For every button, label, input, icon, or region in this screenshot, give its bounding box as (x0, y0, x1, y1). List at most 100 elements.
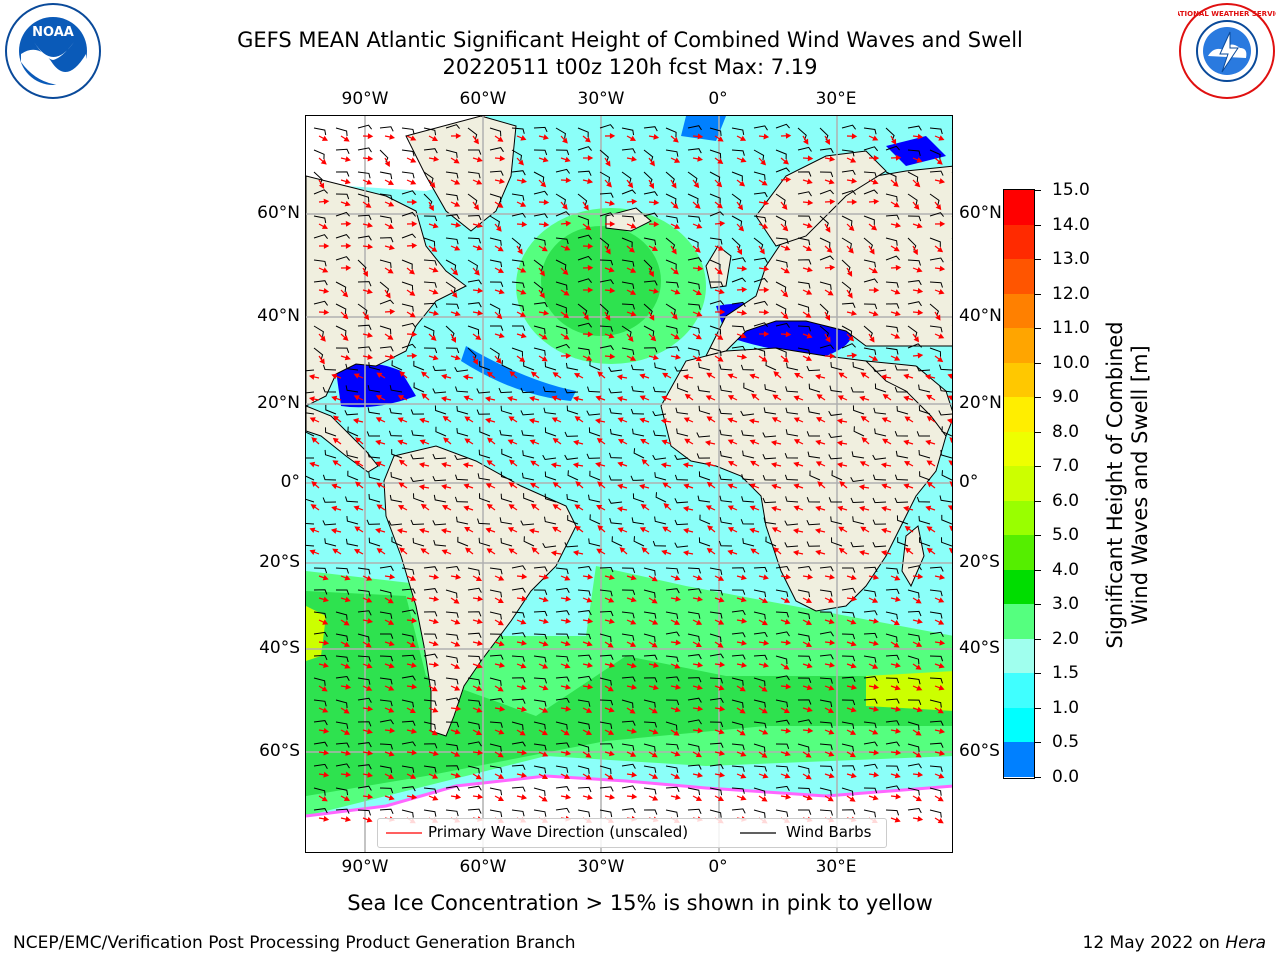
wind-barb (797, 259, 812, 265)
wave-arrow-head (859, 461, 866, 467)
wave-arrow-head (719, 705, 726, 712)
wave-arrow-head (322, 707, 329, 713)
wave-arrow-head (530, 460, 537, 466)
wind-barb (445, 611, 459, 618)
wind-barb (863, 763, 878, 769)
wave-arrow-head (539, 270, 545, 277)
wind-barb (621, 655, 636, 661)
wave-arrow-head (431, 729, 438, 736)
wave-arrow-head (727, 483, 734, 489)
wave-arrow-head (903, 461, 911, 467)
wind-barb (753, 654, 768, 661)
wave-arrow-head (828, 751, 835, 757)
wind-barb (665, 631, 680, 637)
wind-barb (762, 497, 777, 504)
wind-barb (643, 347, 658, 353)
wind-barb (533, 787, 546, 796)
wave-arrow-head (917, 287, 924, 294)
wind-barb (511, 809, 525, 817)
wave-arrow-head (507, 527, 515, 533)
wind-barb (951, 722, 952, 723)
wave-arrow-head (696, 684, 703, 691)
wind-barb (501, 448, 513, 459)
wave-arrow-head (740, 157, 747, 163)
wave-arrow-head (321, 796, 328, 802)
wind-barb (775, 699, 788, 708)
wind-barb (412, 537, 425, 547)
wave-arrow-head (916, 222, 923, 229)
wind-barb (719, 385, 733, 393)
wind-barb (741, 430, 755, 437)
wave-arrow-head (740, 795, 747, 801)
wind-barb (719, 474, 733, 481)
wave-arrow-head (672, 136, 679, 143)
wind-barb (345, 496, 359, 503)
wave-arrow-head (903, 395, 910, 402)
wind-barb (313, 127, 327, 136)
wind-barb (709, 300, 724, 306)
wind-barb (511, 281, 525, 289)
wind-barb (819, 787, 832, 796)
wave-arrow-head (717, 334, 724, 341)
wave-arrow-head (441, 549, 448, 555)
colorbar-tick-mark (1035, 466, 1041, 468)
wind-barb (929, 655, 944, 662)
wind-barb (489, 677, 502, 686)
wind-barb (885, 720, 900, 726)
wave-arrow-head (562, 137, 568, 144)
wind-barb (665, 588, 680, 594)
wind-barb (665, 346, 680, 352)
wave-arrow-head (649, 314, 655, 321)
wind-barb (577, 278, 592, 284)
wind-barb (665, 699, 680, 706)
wind-barb (797, 191, 812, 197)
colorbar-segment (1004, 535, 1034, 571)
wind-barb (696, 453, 711, 459)
footer-organization: NCEP/EMC/Verification Post Processing Pr… (13, 933, 576, 953)
map-legend: Primary Wave Direction (unscaled) Wind B… (377, 818, 887, 848)
wave-arrow-head (585, 774, 592, 780)
wave-arrow-head (895, 222, 902, 228)
wind-barb (445, 193, 459, 201)
wind-barb (907, 633, 921, 641)
wave-arrow-head (761, 180, 768, 186)
wind-barb (819, 589, 833, 597)
wind-barb (467, 302, 482, 308)
wind-barb (599, 149, 609, 163)
map-panel (305, 115, 953, 853)
wind-barb (533, 699, 547, 707)
wind-barb (586, 453, 601, 459)
wave-arrow-head (607, 729, 615, 735)
wind-barb (533, 190, 549, 196)
wind-barb (589, 470, 601, 481)
wind-barb (885, 677, 900, 684)
wave-arrow-head (376, 504, 383, 510)
wave-arrow-head (894, 816, 901, 823)
wave-arrow-head (794, 373, 801, 379)
wave-arrow-head (508, 504, 515, 510)
wind-barb (819, 325, 829, 339)
wave-arrow-head (454, 179, 461, 185)
wind-barb (665, 281, 679, 288)
wave-arrow-head (763, 331, 770, 337)
wind-barb (313, 325, 324, 337)
lon-tick-top: 30°W (577, 89, 625, 109)
wind-barb (919, 471, 931, 481)
wave-arrow-head (631, 684, 638, 690)
wind-barb (633, 536, 645, 547)
wind-barb (863, 237, 873, 250)
wind-barb (665, 655, 679, 663)
wind-barb (523, 536, 535, 547)
wind-barb (380, 633, 394, 639)
wind-barb (357, 589, 371, 597)
wave-arrow-head (895, 264, 902, 271)
wave-arrow-head (939, 728, 946, 734)
wind-barb (687, 743, 700, 752)
wind-barb (907, 610, 922, 617)
wave-arrow-head (311, 481, 318, 487)
wind-barb (533, 281, 544, 294)
wind-barb (555, 281, 568, 291)
wave-arrow-head (477, 749, 484, 756)
wind-barb (423, 302, 438, 309)
wave-arrow-head (597, 371, 604, 378)
